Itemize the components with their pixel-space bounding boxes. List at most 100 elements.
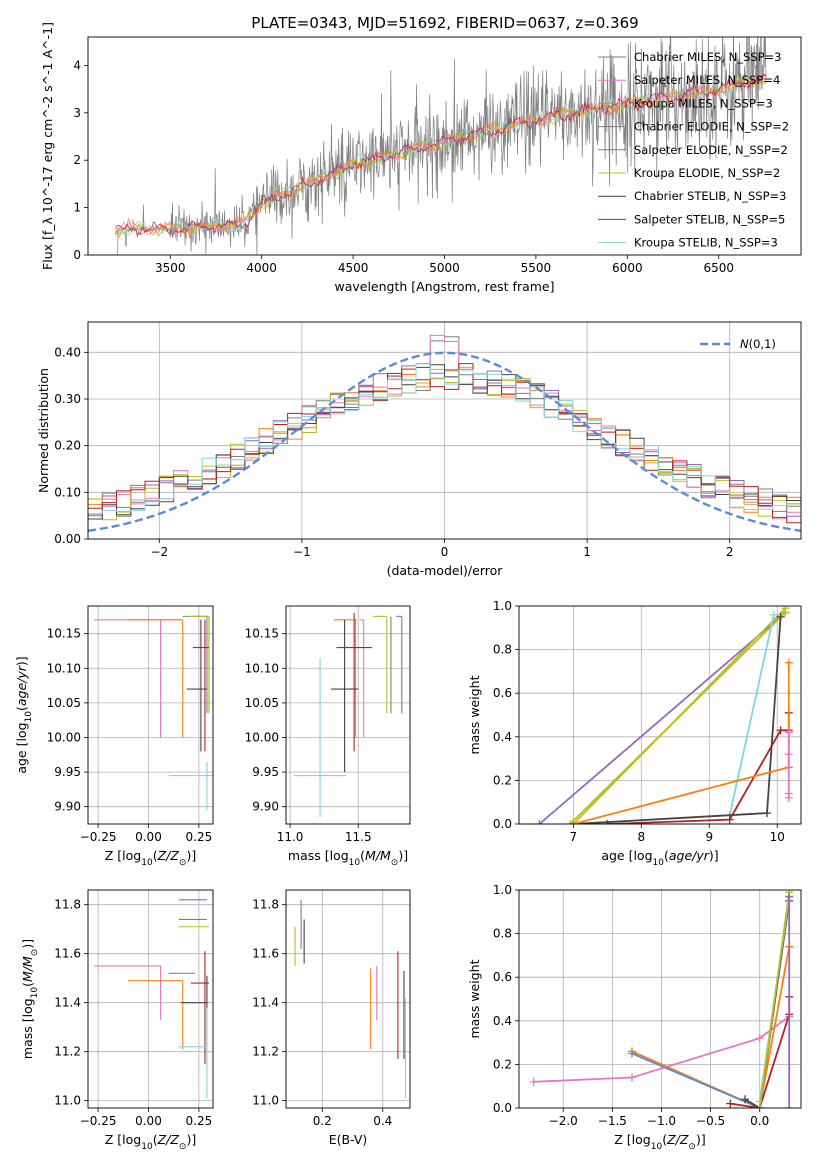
- errorbar-point: [294, 657, 346, 818]
- weight-point-marker: [784, 750, 793, 759]
- errorbar-point: [94, 965, 162, 1020]
- x-tick-label: 5500: [521, 261, 552, 275]
- model-spectrum-line: [115, 74, 767, 238]
- x-tick-label: −0.25: [80, 830, 117, 844]
- x-tick-label: 0.00: [135, 830, 162, 844]
- y-axis-label: Normed distribution: [36, 368, 51, 493]
- y-axis-label: mass [log10(M/M⊙)]: [20, 939, 40, 1059]
- x-tick-label: 11.5: [345, 830, 372, 844]
- y-tick-label: 10.00: [47, 730, 81, 744]
- errorbar-points: [94, 899, 209, 1099]
- x-axis-label: Z [log10(Z/Z⊙)]: [105, 848, 196, 868]
- model-spectrum-line: [115, 73, 767, 238]
- legend-label: Chabrier ELODIE, N_SSP=2: [634, 120, 789, 134]
- errorbar-point: [178, 1007, 208, 1099]
- legend-label: N(0,1): [740, 337, 776, 351]
- y-tick-label: 9.90: [54, 800, 81, 814]
- y-tick-label: 11.6: [54, 947, 81, 961]
- x-tick-label: −2.0: [549, 1114, 578, 1128]
- weight-series-line: [631, 946, 791, 1108]
- weight-series-line: [758, 892, 791, 1108]
- weight-point-marker: [565, 820, 574, 824]
- weight-point-marker: [627, 1049, 636, 1058]
- weight-series-line: [538, 611, 786, 824]
- x-tick-label: 2: [726, 545, 734, 559]
- figure-title: PLATE=0343, MJD=51692, FIBERID=0637, z=0…: [251, 14, 638, 32]
- residual-legend: N(0,1): [700, 337, 776, 351]
- y-axis-label: Flux [f_λ 10^-17 erg cm^-2 s^-1 A^-1]: [40, 22, 55, 270]
- weight-point-marker: [529, 1077, 538, 1086]
- plot-frame: [285, 889, 411, 1109]
- model-spectrum-line: [115, 75, 767, 239]
- x-tick-label: 9: [705, 830, 713, 844]
- x-tick-label: 6500: [703, 261, 734, 275]
- age-vs-mass-panel: 11.0 11.5 9.90 9.95 10.00 10.05 10.10 10.15 mass…: [245, 605, 411, 868]
- y-tick-label: 4: [73, 58, 81, 72]
- y-axis-label: mass weight: [467, 675, 482, 754]
- x-tick-label: −1.0: [647, 1114, 676, 1128]
- errorbar-point: [373, 615, 388, 714]
- plot-frame: [518, 605, 802, 825]
- y-tick-label: 10.10: [47, 661, 81, 675]
- x-axis-label: Z [log10(Z/Z⊙)]: [614, 1132, 705, 1152]
- y-tick-label: 0: [73, 248, 81, 262]
- weight-point-marker: [784, 658, 793, 667]
- weight-point-marker: [535, 820, 544, 824]
- x-tick-label: 1: [583, 545, 591, 559]
- plot-frame: [87, 321, 802, 540]
- x-tick-label: −1: [293, 545, 311, 559]
- weight-point-marker: [776, 726, 785, 735]
- x-axis-label: E(B-V): [329, 1132, 368, 1147]
- weight-point-marker: [776, 612, 785, 621]
- errorbar-points: [294, 899, 407, 1099]
- y-tick-label: 11.8: [54, 898, 81, 912]
- x-tick-label: 4000: [246, 261, 277, 275]
- weight-point-marker: [740, 1095, 749, 1104]
- x-tick-label: −2: [150, 545, 168, 559]
- gaussian-curve: [88, 351, 801, 532]
- spectrum-panel: 3500 4000 4500 5000 5500 6000 6500 0 1 2 3 4 wavelen…: [40, 22, 802, 294]
- plot-frame: [285, 605, 411, 825]
- weight-series-line: [744, 900, 791, 1108]
- errorbar-point: [128, 980, 184, 1050]
- y-tick-label: 11.2: [54, 1045, 81, 1059]
- y-tick-label: 0.0: [493, 1101, 512, 1115]
- x-tick-label: 7: [570, 830, 578, 844]
- legend-label: Salpeter STELIB, N_SSP=5: [634, 212, 785, 226]
- histograms: [88, 334, 801, 532]
- x-tick-label: 11.0: [277, 830, 304, 844]
- errorbar-point: [190, 951, 209, 1064]
- histogram-step-line: [88, 363, 801, 522]
- weight-series: [529, 890, 794, 1108]
- errorbar-point: [396, 615, 403, 714]
- errorbar-point: [359, 619, 365, 738]
- y-tick-label: 0.30: [54, 392, 81, 406]
- x-tick-label: 0.0: [750, 1114, 769, 1128]
- x-tick-label: 3500: [155, 261, 186, 275]
- y-tick-label: 0.0: [493, 817, 512, 831]
- weight-series-line: [569, 611, 787, 824]
- y-tick-label: 10.05: [245, 696, 279, 710]
- weight-point-marker: [785, 1104, 794, 1108]
- y-tick-label: 1.0: [493, 883, 512, 897]
- weight-series-line: [631, 1052, 761, 1108]
- plot-frame: [87, 605, 214, 825]
- legend-label: Salpeter MILES, N_SSP=4: [634, 73, 780, 87]
- x-tick-label: 5000: [429, 261, 460, 275]
- weight-vs-metallicity-panel: −2.0 −1.5 −1.0 −0.5 0.0 0.0 0.2 0.4 0.6 0.8 1.0 Z […: [467, 883, 802, 1152]
- weight-point-marker: [755, 1104, 764, 1108]
- y-tick-label: 11.4: [54, 996, 81, 1010]
- x-axis-label: (data-model)/error: [387, 563, 504, 578]
- y-tick-label: 0.2: [493, 773, 512, 787]
- errorbar-point: [192, 619, 209, 752]
- y-tick-label: 11.0: [54, 1094, 81, 1108]
- legend-label: Kroupa STELIB, N_SSP=3: [634, 236, 778, 250]
- errorbar-point: [128, 619, 184, 738]
- y-tick-label: 0.4: [493, 730, 512, 744]
- y-tick-label: 10.05: [47, 696, 81, 710]
- plot-frame: [87, 889, 214, 1109]
- legend-label: Salpeter ELODIE, N_SSP=2: [634, 143, 788, 157]
- weight-point-marker: [784, 789, 793, 798]
- x-tick-label: 8: [637, 830, 645, 844]
